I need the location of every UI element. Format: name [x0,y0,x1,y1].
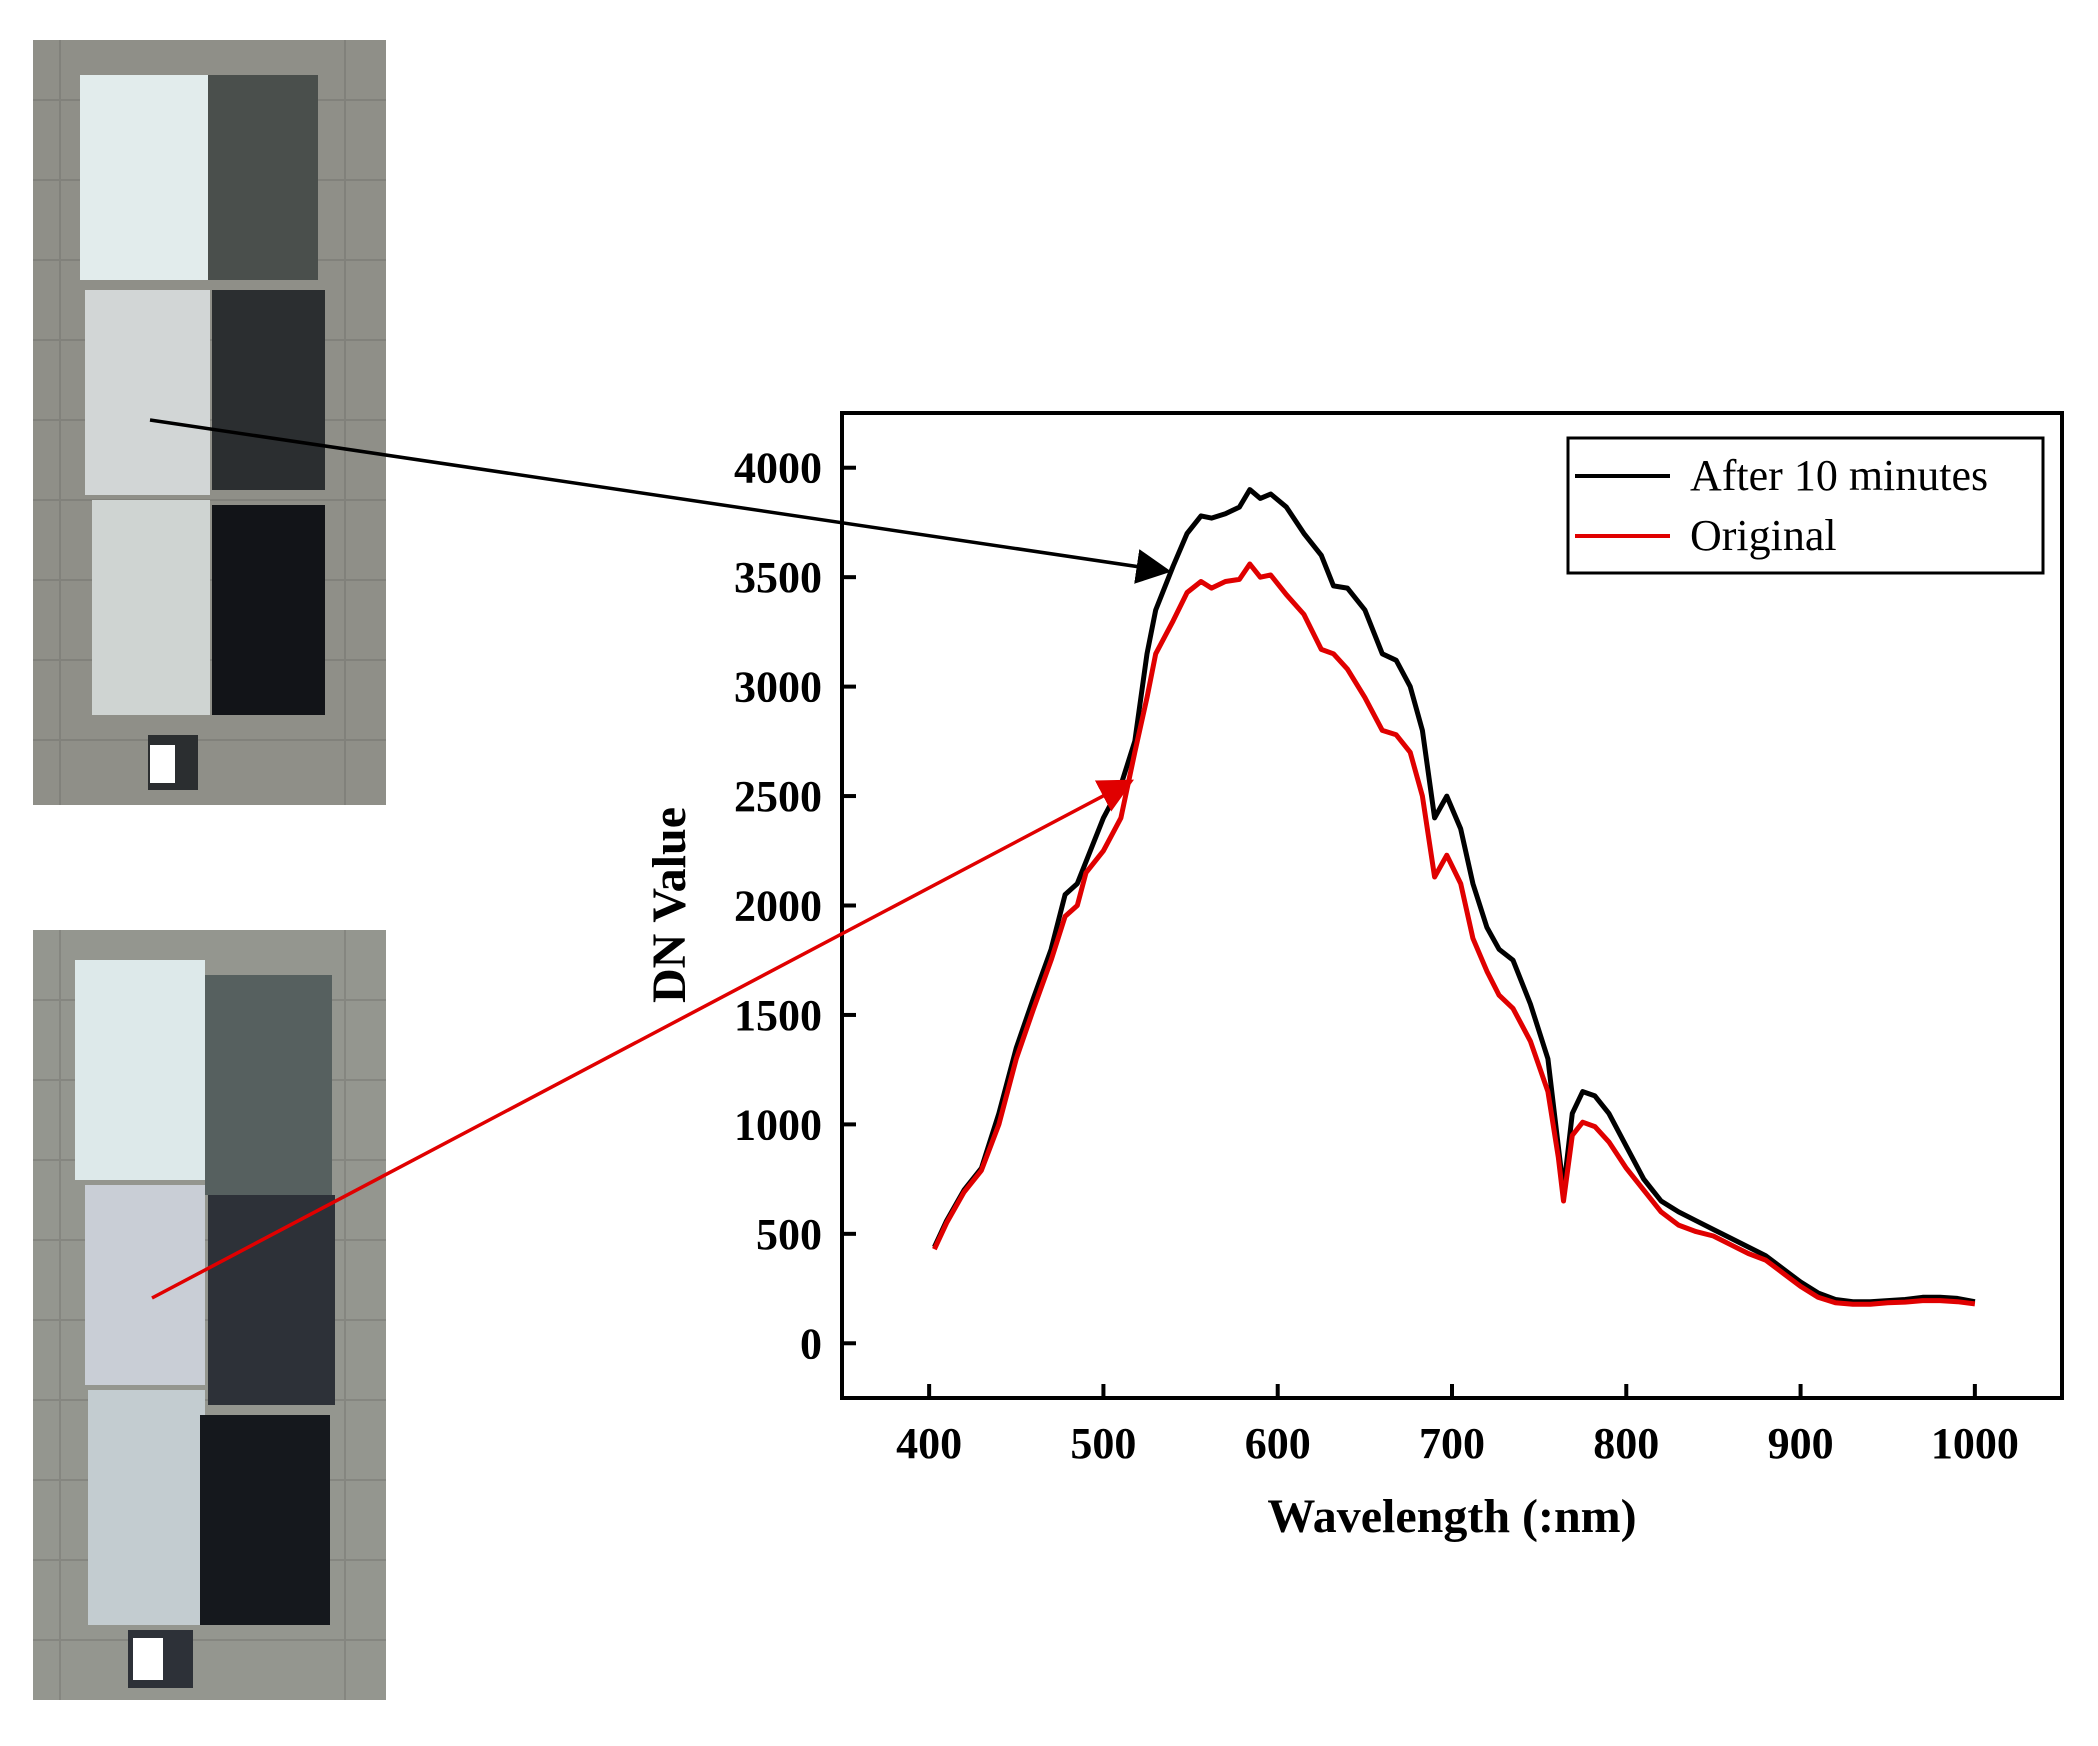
photo-original [33,930,386,1700]
spectrum-chart: 0 500 1000 1500 2000 2500 3000 3500 4000 400 500 6… [643,411,2064,1543]
legend-label-original: Original [1690,511,1837,560]
x-tick-label: 1000 [1931,1419,2019,1468]
gray-panel-mid [212,290,325,490]
black-pointer-arrow [149,418,1172,584]
photo-after-10-minutes [33,40,386,805]
pointer-arrows [149,418,1172,1300]
x-axis-ticks: 400 500 600 700 800 900 1000 [896,1384,2019,1468]
y-tick-label: 500 [756,1210,822,1259]
white-panel-bottom [88,1390,205,1625]
y-tick-label: 0 [800,1319,822,1368]
y-axis-ticks: 0 500 1000 1500 2000 2500 3000 3500 4000 [734,444,856,1368]
gray-panel-top [208,75,318,280]
gray-panel-bottom [212,505,325,715]
white-panel-top [80,75,208,280]
sign-board [133,1638,163,1680]
x-tick-label: 500 [1070,1419,1136,1468]
x-tick-label: 400 [896,1419,962,1468]
y-tick-label: 1500 [734,991,822,1040]
legend: After 10 minutes Original [1566,436,2045,575]
gray-panel-bottom [200,1415,330,1625]
x-tick-label: 600 [1245,1419,1311,1468]
y-tick-label: 2000 [734,882,822,931]
y-tick-label: 2500 [734,772,822,821]
x-tick-label: 900 [1768,1419,1834,1468]
y-tick-label: 3500 [734,553,822,602]
gray-panel-top [205,975,332,1195]
y-axis-title: DN Value [643,807,696,1003]
series-line-original [932,561,1976,1307]
red-pointer-arrow [151,779,1135,1300]
x-tick-label: 800 [1593,1419,1659,1468]
x-axis-title: Wavelength (:nm) [1267,1490,1636,1543]
white-panel-top [75,960,205,1180]
white-panel-mid [85,1185,205,1385]
y-tick-label: 3000 [734,663,822,712]
white-panel-mid [85,290,210,495]
gray-panel-mid [208,1195,335,1405]
x-tick-label: 700 [1419,1419,1485,1468]
sign-board [150,745,175,783]
y-tick-label: 4000 [734,444,822,493]
y-tick-label: 1000 [734,1100,822,1149]
legend-box [1566,436,2045,575]
legend-label-after-10-minutes: After 10 minutes [1690,451,1988,500]
white-panel-bottom [92,500,210,715]
plot-frame [840,411,2064,1400]
